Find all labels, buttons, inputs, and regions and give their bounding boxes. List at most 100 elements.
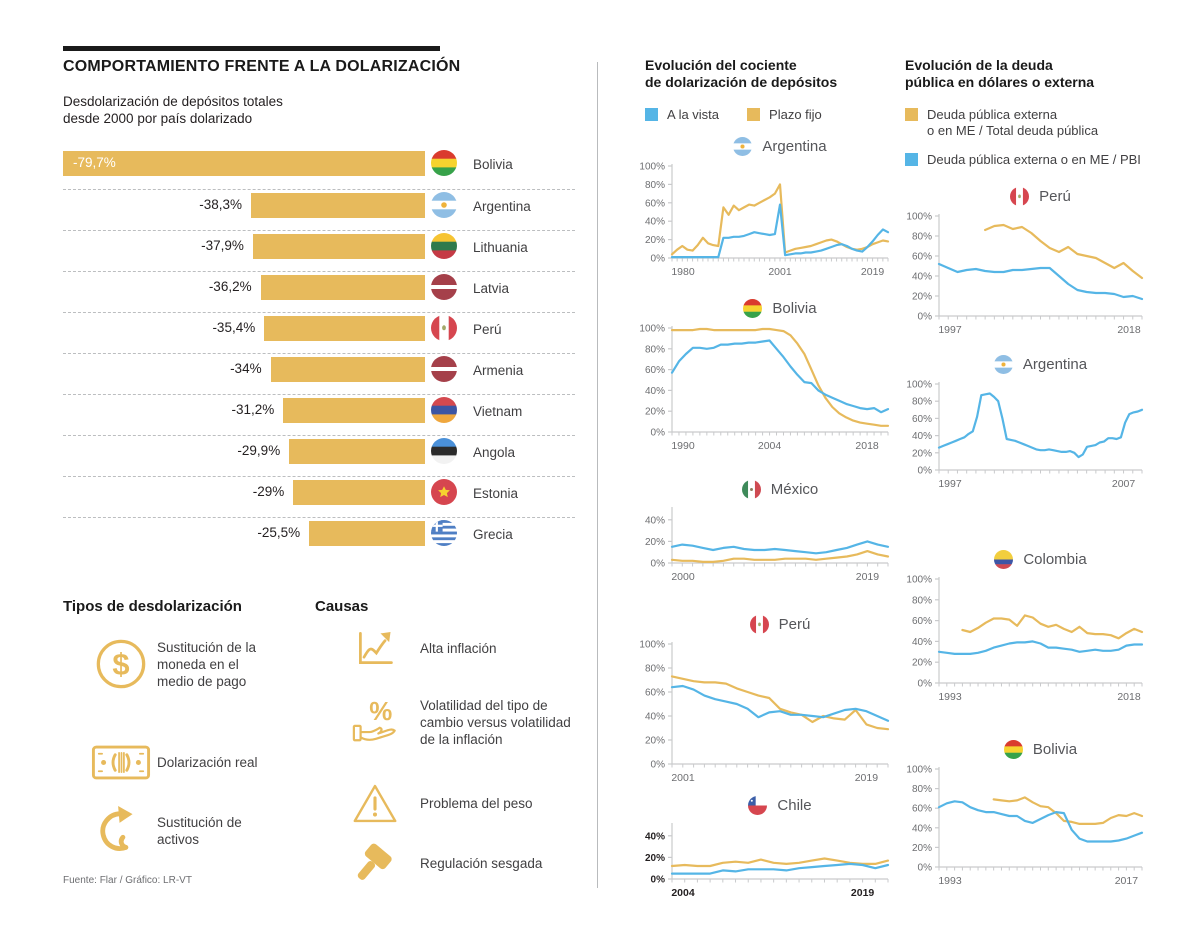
svg-text:100%: 100% (906, 765, 932, 776)
series-blue (670, 862, 890, 875)
chart-title: Chile (672, 793, 888, 817)
legend-swatch (747, 108, 761, 121)
svg-text:2007: 2007 (1112, 478, 1136, 490)
svg-text:20%: 20% (912, 658, 932, 669)
svg-text:60%: 60% (645, 365, 665, 376)
svg-text:40%: 40% (645, 386, 665, 397)
svg-text:20%: 20% (645, 853, 665, 864)
dedollarization-bar (293, 480, 425, 505)
peru-flag-icon (749, 614, 769, 634)
chart-country-label: Perú (1039, 187, 1071, 205)
country-flag (431, 315, 457, 346)
series-blue (670, 684, 890, 722)
chart-debt-argentina: Argentina 100% 80% 60% 40% 20% 0% 1997 2007 (903, 352, 1153, 499)
colombia-flag-icon (994, 549, 1014, 569)
legend-label: Plazo fijo (769, 107, 822, 122)
list-item-asset-swap: Sustitución de activos (85, 802, 277, 860)
item-label: Volatilidad del tipo de cambio versus vo… (420, 697, 571, 747)
bar-value-label: -38,3% (199, 197, 243, 212)
series-gold (670, 549, 890, 564)
argentina-flag-icon (431, 192, 457, 218)
line-chart-svg: 100% 80% 60% 40% 20% 0% 1980 2001 2019 (639, 162, 890, 278)
country-flag (431, 274, 457, 305)
bar-value-label: -29,9% (237, 443, 281, 458)
chart-debt-colombia: Colombia 100% 80% 60% 40% 20% 0% 1993 2018 (903, 547, 1153, 712)
country-label: Armenia (473, 363, 524, 378)
source-credit: Fuente: Flar / Gráfico: LR-VT (63, 875, 192, 886)
mexico-flag-icon (741, 479, 761, 499)
svg-text:0%: 0% (918, 466, 933, 477)
svg-text:40%: 40% (912, 823, 932, 834)
bar-row-latvia: -36,2% Latvia (63, 271, 575, 313)
debt-legend: Deuda pública externa o en ME / Total deu… (905, 107, 1141, 168)
colombia-flag-icon (994, 549, 1014, 569)
bar-value-label: -31,2% (231, 402, 275, 417)
svg-text:60%: 60% (912, 414, 932, 425)
estonia-flag-icon (431, 438, 457, 464)
line-chart-svg: 40% 20% 0% 2000 2019 (645, 507, 890, 583)
svg-text:2019: 2019 (856, 571, 880, 583)
country-flag (431, 150, 457, 181)
chart-country-label: Bolivia (772, 299, 817, 317)
deposit-dedollarization-bar-chart: -79,7% Bolivia -38,3% Argentina -37,9% Lithua… (63, 148, 575, 558)
argentina-flag-icon (733, 136, 753, 156)
series-gold (961, 614, 1144, 640)
bar-chart-subtitle: Desdolarización de depósitos totales des… (63, 93, 283, 127)
legend-swatch (905, 108, 918, 121)
svg-text:100%: 100% (639, 162, 665, 173)
svg-text:40%: 40% (912, 272, 932, 283)
series-gold (670, 327, 890, 427)
causes-heading: Causas (315, 598, 369, 615)
peru-flag-icon (1010, 186, 1030, 206)
inflation-chart-icon (330, 627, 420, 669)
svg-text:2018: 2018 (1117, 691, 1141, 703)
dedollarization-bar (309, 521, 425, 546)
types-heading: Tipos de desdolarización (63, 598, 242, 615)
series-gold (983, 223, 1144, 280)
svg-text:100%: 100% (906, 575, 932, 586)
peru-flag-icon (431, 315, 457, 341)
list-item-percent-hand: % Volatilidad del tipo de cambio versus v… (330, 694, 585, 750)
svg-text:2019: 2019 (855, 772, 879, 784)
legend-label: Deuda pública externa o en ME / Total deu… (927, 107, 1099, 138)
chart-dep-peru: Perú 100% 80% 60% 40% 20% 0% 2001 2019 (638, 612, 890, 793)
dedollarization-bar (63, 151, 425, 176)
chart-country-label: Chile (777, 796, 812, 814)
chart-country-label: Perú (778, 615, 811, 633)
series-blue (670, 339, 890, 414)
asset-swap-icon (85, 804, 157, 858)
svg-text:40%: 40% (645, 515, 665, 526)
svg-text:%: % (369, 698, 392, 726)
item-label: Alta inflación (420, 640, 497, 656)
svg-text:40%: 40% (912, 637, 932, 648)
svg-text:20%: 20% (912, 843, 932, 854)
bar-value-label: -36,2% (208, 279, 252, 294)
chart-country-label: México (770, 480, 819, 498)
svg-text:60%: 60% (912, 804, 932, 815)
line-chart-svg: 40% 20% 0% 2004 2019 (645, 823, 890, 899)
chile-flag-icon (748, 795, 768, 815)
country-label: Estonia (473, 486, 519, 501)
chart-country-label: Argentina (1022, 355, 1088, 373)
series-gold (670, 675, 890, 731)
svg-text:2004: 2004 (758, 440, 782, 452)
country-label: Grecia (473, 527, 513, 542)
svg-text:20%: 20% (645, 407, 665, 418)
svg-text:2000: 2000 (671, 571, 695, 583)
list-item-flag-banner: Regulación sesgada (330, 838, 585, 888)
svg-text:0%: 0% (918, 312, 933, 323)
chart-country-label: Argentina (762, 137, 827, 155)
bar-row-angola: -29,9% Angola (63, 435, 575, 477)
svg-text:2001: 2001 (671, 772, 695, 784)
svg-text:40%: 40% (645, 217, 665, 228)
line-chart-svg: 100% 80% 60% 40% 20% 0% 1990 2004 2018 (639, 324, 890, 452)
deposits-title-line2: de dolarización de depósitos (645, 74, 838, 90)
bar-value-label: -29% (252, 484, 285, 499)
country-flag (431, 479, 457, 510)
svg-text:0%: 0% (918, 863, 933, 874)
bar-row-perú: -35,4% Perú (63, 312, 575, 354)
chart-dep-argentina: Argentina 100% 80% 60% 40% 20% 0% 1980 2001 2019 (638, 134, 890, 287)
svg-text:60%: 60% (912, 616, 932, 627)
greece-flag-icon (431, 520, 457, 546)
